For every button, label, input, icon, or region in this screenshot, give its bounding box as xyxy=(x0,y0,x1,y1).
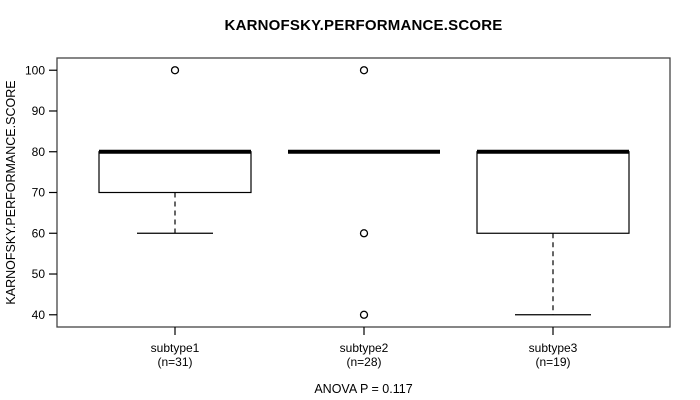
y-tick-label: 80 xyxy=(32,145,46,159)
x-tick-label-subtype2: subtype2 xyxy=(340,341,389,355)
anova-annotation: ANOVA P = 0.117 xyxy=(314,382,413,396)
x-tick-label-subtype3: subtype3 xyxy=(529,341,578,355)
outlier-point-subtype1 xyxy=(170,66,180,75)
x-tick-label-subtype1: subtype1 xyxy=(151,341,200,355)
y-tick-label: 90 xyxy=(32,104,46,118)
boxplot-box-subtype3 xyxy=(476,151,630,234)
y-axis-label: KARNOFSKY.PERFORMANCE.SCORE xyxy=(4,80,18,304)
y-tick-label: 50 xyxy=(32,267,46,281)
x-tick-sublabel-subtype1: (n=31) xyxy=(157,355,192,369)
outlier-point-subtype2 xyxy=(359,229,369,238)
x-tick-sublabel-subtype2: (n=28) xyxy=(346,355,381,369)
boxplot-box-subtype1 xyxy=(98,151,252,194)
y-tick-label: 60 xyxy=(32,226,46,240)
outlier-point-subtype2 xyxy=(359,310,369,319)
y-tick-label: 70 xyxy=(32,186,46,200)
chart-title: KARNOFSKY.PERFORMANCE.SCORE xyxy=(224,17,503,34)
x-tick-sublabel-subtype3: (n=19) xyxy=(535,355,570,369)
outlier-point-subtype2 xyxy=(359,66,369,75)
y-tick-label: 100 xyxy=(25,63,45,77)
y-tick-label: 40 xyxy=(32,308,46,322)
